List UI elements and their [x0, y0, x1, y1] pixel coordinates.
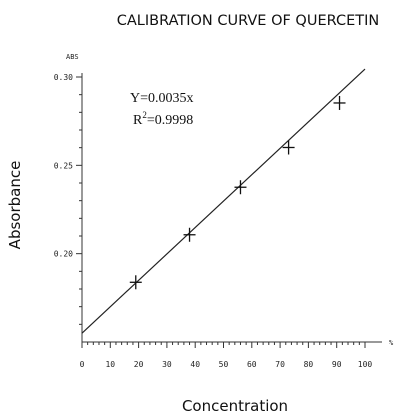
x-tick-label: 0: [80, 360, 85, 369]
data-point: [129, 275, 142, 290]
fit-line-group: [81, 68, 366, 334]
y-tick-label: 0.30: [54, 73, 73, 82]
x-tick-label: 20: [134, 360, 144, 369]
chart-title: CALIBRATION CURVE OF QUERCETIN: [117, 13, 380, 29]
x-tick-label: 70: [275, 360, 285, 369]
y-tick-label: 0.20: [54, 250, 73, 259]
y-unit-label: ABS: [66, 53, 79, 61]
equation-annotation: Y=0.0035x: [130, 91, 194, 106]
x-tick-label: 90: [332, 360, 342, 369]
x-tick-label: 100: [358, 360, 373, 369]
y-tick-label: 0.25: [54, 161, 73, 170]
x-unit-label: %: [389, 339, 394, 347]
x-tick-label: 10: [105, 360, 115, 369]
x-tick-label: 80: [304, 360, 314, 369]
fit-line: [81, 68, 366, 334]
r2-value: =0.9998: [147, 113, 193, 128]
data-points: [129, 95, 346, 290]
r2-prefix: R: [133, 113, 143, 128]
x-tick-label: 30: [162, 360, 172, 369]
x-axis-label: Concentration: [182, 397, 288, 415]
x-tick-label: 50: [219, 360, 229, 369]
r2-annotation: R2=0.9998: [133, 110, 193, 128]
data-point: [282, 140, 295, 155]
y-axis-label: Absorbance: [6, 161, 24, 250]
r2-superscript: 2: [142, 110, 147, 120]
data-point: [333, 95, 346, 110]
x-tick-label: 60: [247, 360, 257, 369]
x-tick-label: 40: [190, 360, 200, 369]
data-point: [183, 227, 196, 242]
data-point: [234, 180, 247, 195]
axes: 0 10 20 30 40 50 60 70 80 90 100 0.20 0.25 0.30: [54, 73, 382, 369]
